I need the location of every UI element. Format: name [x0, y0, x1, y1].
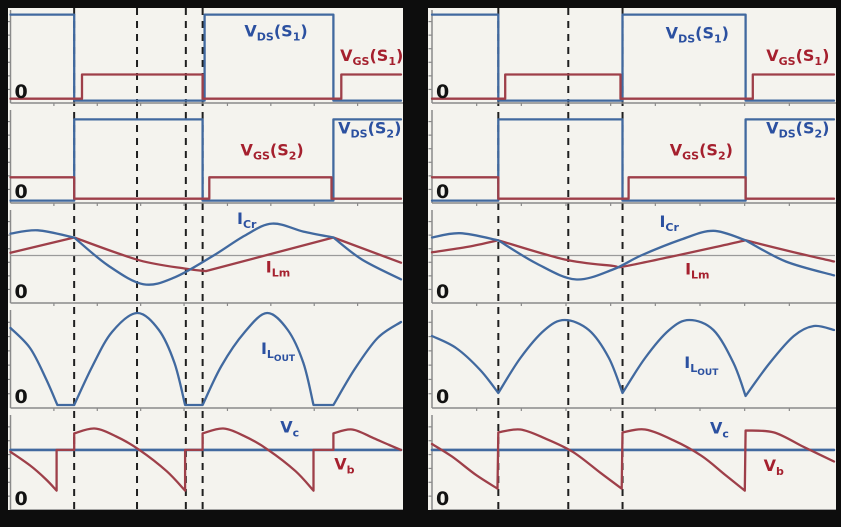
series-label: ILOUT: [684, 353, 719, 378]
zero-label: 0: [436, 488, 449, 510]
series-label: ICr: [237, 209, 257, 231]
waveform-i_lout: [9, 311, 403, 407]
left-waveform-column: 0 VDS(S1) VGS(S1) 0 VGS(S2) VDS(S2) 0 ICr ILm 0 IL…: [8, 8, 403, 510]
waveform-v_gss2: [430, 176, 836, 200]
panel-icr-ilm: 0 ICr ILm: [428, 210, 836, 306]
zero-label: 0: [436, 81, 449, 103]
series-label: VDS(S2): [766, 119, 829, 141]
panel-vc-vb: 0 Vc Vb: [8, 415, 403, 510]
waveform-i_lout: [430, 318, 836, 398]
series-label: ILm: [685, 260, 709, 282]
zero-label: 0: [15, 386, 28, 408]
zero-label: 0: [436, 386, 449, 408]
zero-label: 0: [15, 488, 28, 510]
panel-vgs-vds-s2: 0 VGS(S2) VDS(S2): [8, 110, 403, 206]
series-label: VGS(S2): [241, 141, 304, 163]
waveform-v_b: [9, 427, 403, 492]
series-label: Vc: [280, 417, 299, 439]
series-label: ICr: [659, 212, 679, 234]
waveform-i_lm: [9, 236, 403, 273]
right-waveform-column: 0 VDS(S1) VGS(S1) 0 VGS(S2) VDS(S2) 0 ICr ILm 0 IL…: [428, 8, 836, 510]
series-label: VGS(S1): [766, 46, 829, 68]
waveform-v_dss1: [430, 13, 836, 102]
panel-icr-ilm: 0 ICr ILm: [8, 209, 403, 306]
waveform-v_gss1: [430, 73, 836, 100]
panel-vgs-vds-s2: 0 VGS(S2) VDS(S2): [428, 110, 836, 206]
waveform-i_cr: [9, 222, 403, 286]
series-label: VDS(S1): [666, 23, 729, 45]
series-label: ILOUT: [261, 339, 296, 364]
series-label: Vc: [710, 418, 729, 440]
series-label: VGS(S2): [670, 141, 733, 163]
panel-vds-vgs-s1: 0 VDS(S1) VGS(S1): [428, 10, 836, 106]
series-label: Vb: [334, 454, 354, 476]
waveform-v_b: [430, 428, 836, 492]
series-label: VDS(S2): [338, 119, 401, 141]
zero-label: 0: [15, 81, 28, 103]
series-label: VDS(S1): [244, 22, 307, 44]
panel-ilout: 0 ILOUT: [8, 310, 403, 411]
zero-label: 0: [436, 181, 449, 203]
panel-vds-vgs-s1: 0 VDS(S1) VGS(S1): [8, 10, 403, 106]
zero-label: 0: [15, 281, 28, 303]
series-label: VGS(S1): [340, 46, 403, 68]
waveform-i_cr: [430, 229, 836, 281]
series-label: Vb: [764, 456, 784, 478]
series-label: ILm: [266, 258, 290, 280]
waveform-v_gss2: [9, 176, 403, 200]
waveform-v_gss1: [9, 73, 403, 100]
zero-label: 0: [15, 181, 28, 203]
zero-label: 0: [436, 281, 449, 303]
panel-vc-vb: 0 Vc Vb: [428, 415, 836, 510]
panel-ilout: 0 ILOUT: [428, 310, 836, 411]
waveform-v_dss1: [9, 13, 403, 102]
waveform-i_lm: [430, 239, 836, 269]
